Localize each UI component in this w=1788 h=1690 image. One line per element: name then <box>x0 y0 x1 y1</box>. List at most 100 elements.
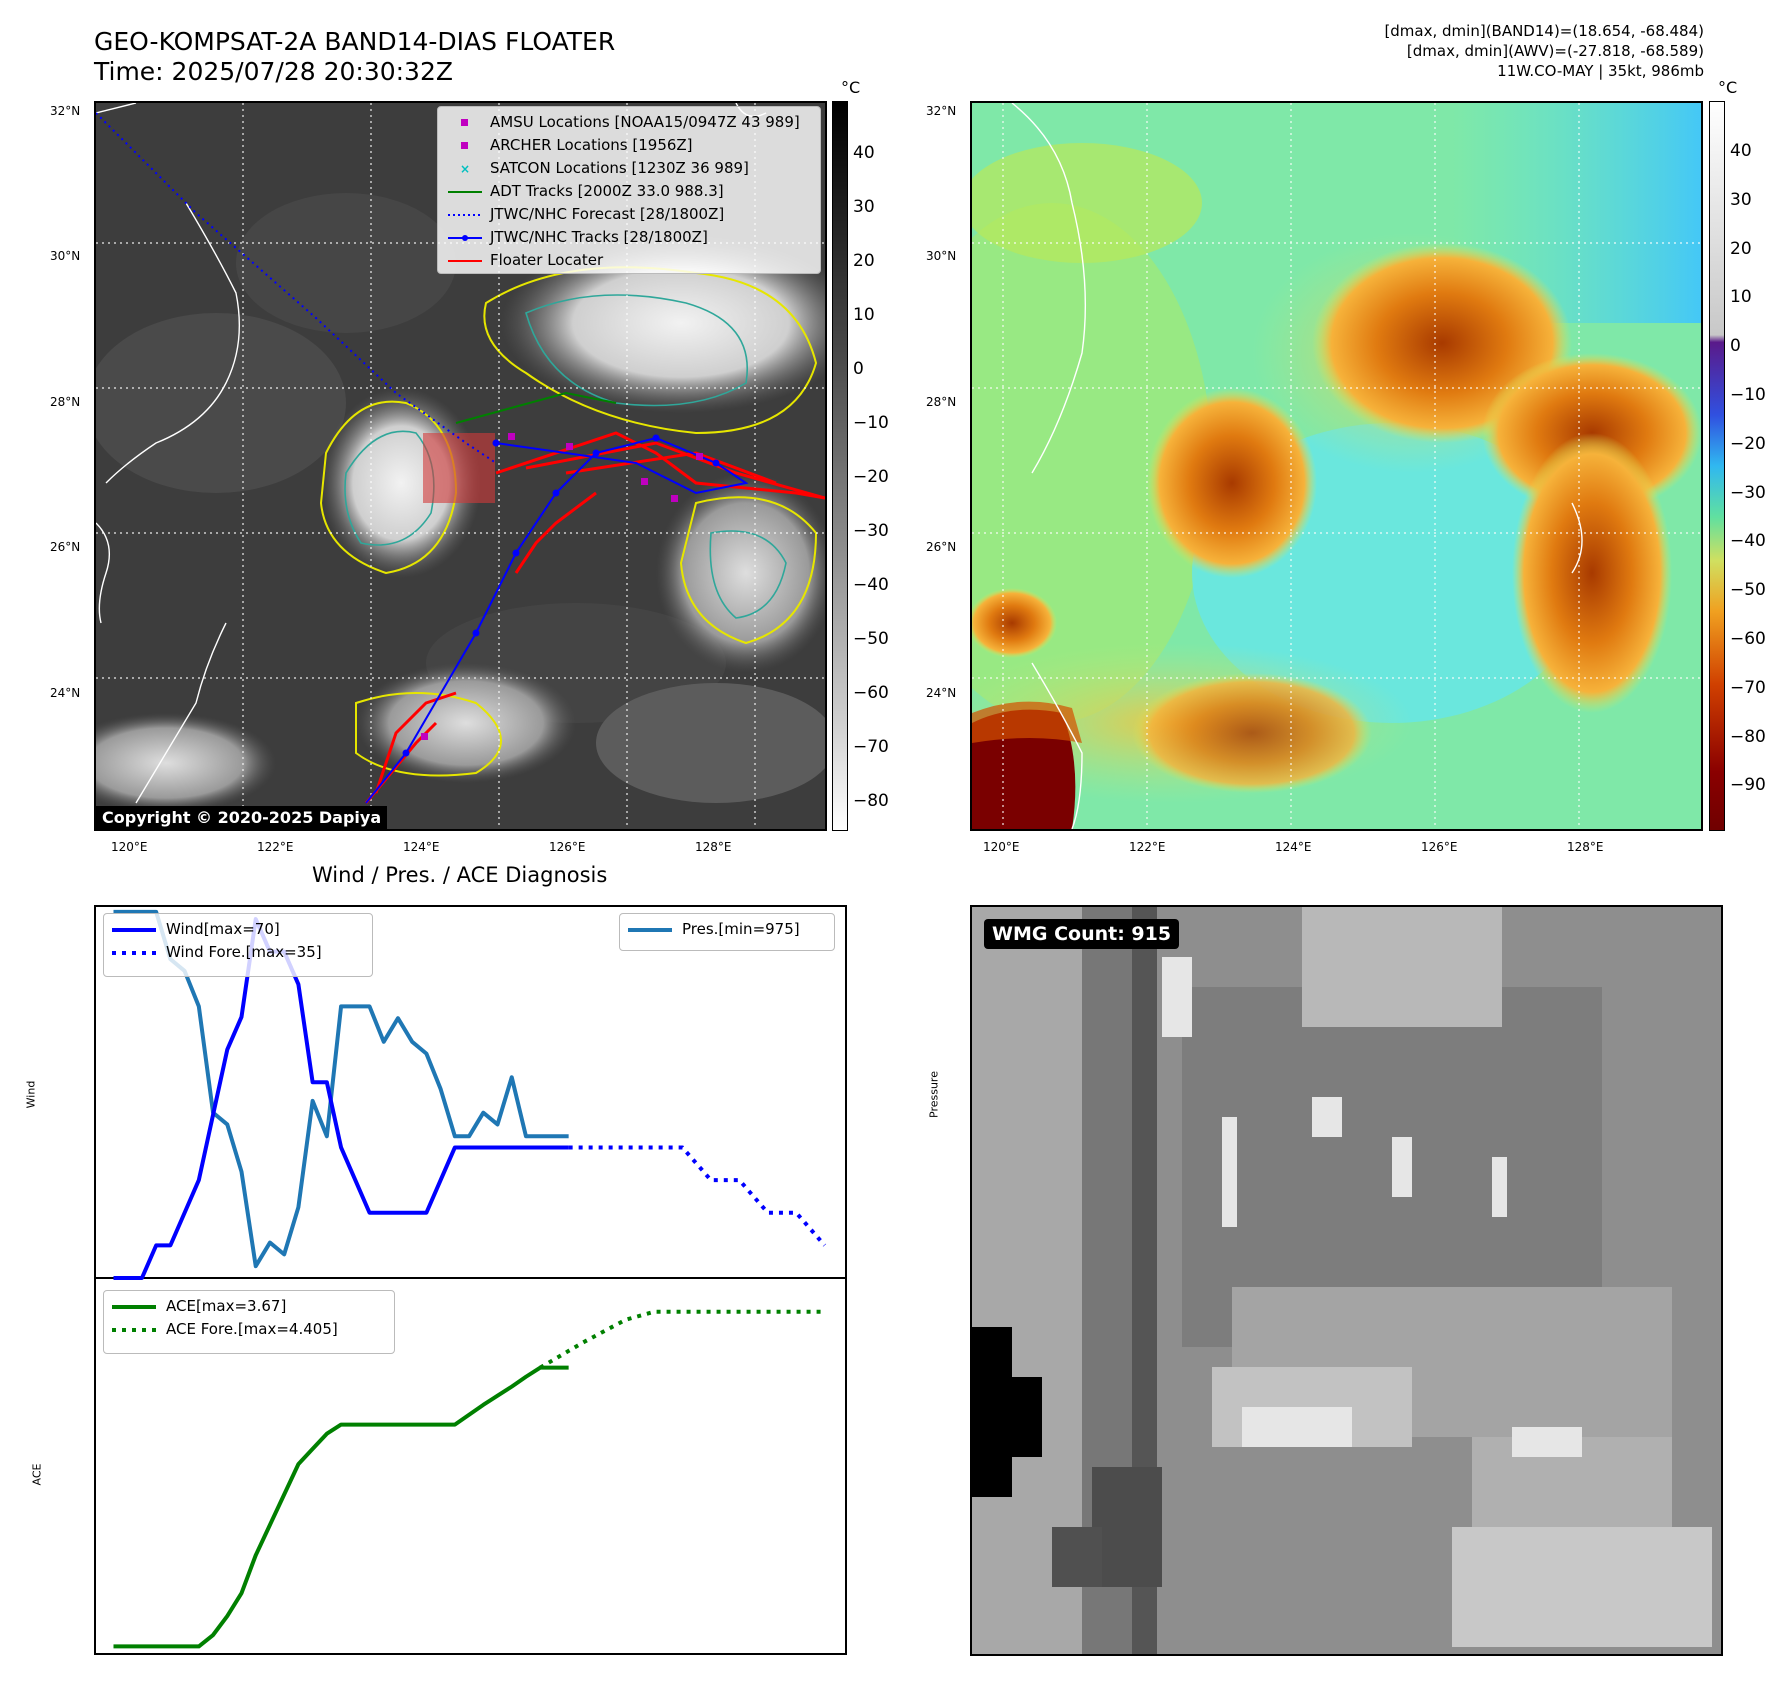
ir-legend-label: JTWC/NHC Tracks [28/1800Z] <box>490 228 708 246</box>
colorbar-tick-label: −30 <box>1730 482 1766 503</box>
lon-label: 124°E <box>1275 840 1312 854</box>
diagnosis-chart: 2030405060709759809859909951000100501234 <box>94 905 847 1655</box>
legend-wind-forecast: Wind Fore.[max=35] <box>110 941 366 964</box>
adt-track <box>455 391 617 424</box>
jtwc-best-track <box>365 436 749 804</box>
colorbar-tick-label: −10 <box>853 413 889 433</box>
colorbar-tick-label: 40 <box>1730 141 1752 161</box>
colorbar-tick-label: 20 <box>1730 238 1752 259</box>
ir-legend-item: × SATCON Locations [1230Z 36 989] <box>446 157 812 180</box>
wind-axis-label: Wind <box>24 1080 38 1109</box>
ace-axes-frame <box>94 1277 847 1655</box>
ir-legend-item: JTWC/NHC Tracks [28/1800Z] <box>446 226 812 249</box>
ir-legend-item: ARCHER Locations [1956Z] <box>446 134 812 157</box>
wind-series-line <box>113 917 569 1280</box>
svg-text:×: × <box>460 162 470 176</box>
colorbar-tick-label: −90 <box>1730 775 1766 796</box>
jtwc-track-points <box>402 434 720 757</box>
colorbar-tick-label: −70 <box>853 737 889 757</box>
wmg-image <box>972 907 1721 1654</box>
lat-label: 28°N <box>926 395 957 409</box>
diagnosis-svg: 2030405060709759809859909951000100501234 <box>94 905 847 1655</box>
colorbar-tick-label: −10 <box>1730 385 1766 405</box>
lon-label: 120°E <box>111 840 148 854</box>
colorbar-tick-label: 30 <box>853 197 875 217</box>
ir-legend-item: JTWC/NHC Forecast [28/1800Z] <box>446 203 812 226</box>
dmax-dmin-band14: [dmax, dmin](BAND14)=(18.654, -68.484) <box>1384 22 1704 40</box>
legend-pressure-label: Pres.[min=975] <box>682 920 800 938</box>
wind-legend: Wind[max=70] Wind Fore.[max=35] <box>103 913 373 977</box>
colorbar-tick-label: −20 <box>853 467 889 487</box>
lon-label: 126°E <box>549 840 586 854</box>
ir-legend-item: AMSU Locations [NOAA15/0947Z 43 989] <box>446 111 812 134</box>
lat-label: 26°N <box>50 540 81 554</box>
ir-legend-label: ARCHER Locations [1956Z] <box>490 136 693 154</box>
ir-colorbar-unit: °C <box>841 78 861 97</box>
ace-axis-label: ACE <box>30 1463 44 1486</box>
lat-label: 30°N <box>926 249 957 263</box>
wmg-count-badge: WMG Count: 915 <box>984 919 1180 949</box>
lat-label: 24°N <box>926 686 957 700</box>
lat-label: 26°N <box>926 540 957 554</box>
jtwc-forecast-track <box>96 112 497 464</box>
amsu-archer-points <box>421 433 703 740</box>
colorbar-tick-label: −20 <box>1730 433 1766 454</box>
colorbar-tick-label: −80 <box>1730 726 1766 747</box>
wmg-panel: WMG Count: 915 <box>970 905 1723 1656</box>
colorbar-tick-label: −50 <box>853 629 889 649</box>
colorbar-tick-label: 10 <box>853 305 875 325</box>
pressure-legend: Pres.[min=975] <box>619 913 835 951</box>
lat-label: 24°N <box>50 686 81 700</box>
ir-colorbar <box>832 101 848 831</box>
lon-label: 124°E <box>403 840 440 854</box>
ir-legend-item: ADT Tracks [2000Z 33.0 988.3] <box>446 180 812 203</box>
ir-legend-symbol <box>448 260 482 262</box>
pressure-series-line <box>113 909 569 1269</box>
colorbar-tick-label: 40 <box>853 143 875 163</box>
ace-legend: ACE[max=3.67] ACE Fore.[max=4.405] <box>103 1290 395 1354</box>
dmax-dmin-awv: [dmax, dmin](AWV)=(-27.818, -68.589) <box>1406 42 1704 60</box>
colorbar-tick-label: −70 <box>1730 677 1766 698</box>
lon-label: 122°E <box>257 840 294 854</box>
legend-ace-label: ACE[max=3.67] <box>166 1297 287 1315</box>
colorbar-tick-label: −40 <box>853 575 889 595</box>
lat-label: 30°N <box>50 249 81 263</box>
figure-title: GEO-KOMPSAT-2A BAND14-DIAS FLOATER <box>94 27 616 56</box>
ir-legend-label: JTWC/NHC Forecast [28/1800Z] <box>490 205 725 223</box>
ir-legend-symbol <box>448 191 482 193</box>
pressure-axis-label: Pressure <box>927 1071 941 1118</box>
ir-legend-label: ADT Tracks [2000Z 33.0 988.3] <box>490 182 724 200</box>
ir-map-panel: AMSU Locations [NOAA15/0947Z 43 989] ARCH… <box>94 101 827 831</box>
ir-legend-symbol: × <box>460 162 470 176</box>
storm-info: 11W.CO-MAY | 35kt, 986mb <box>1497 62 1704 80</box>
legend-wind-forecast-label: Wind Fore.[max=35] <box>166 943 322 961</box>
wind-forecast-series-line <box>568 1145 827 1247</box>
colorbar-tick-label: 30 <box>1730 189 1752 210</box>
ir-legend-label: AMSU Locations [NOAA15/0947Z 43 989] <box>490 113 800 131</box>
ir-legend-item: Floater Locater <box>446 249 812 272</box>
lon-label: 128°E <box>695 840 732 854</box>
legend-ace: ACE[max=3.67] <box>110 1295 388 1318</box>
awv-colorbar <box>1709 101 1725 831</box>
lon-label: 122°E <box>1129 840 1166 854</box>
awv-colorbar-unit: °C <box>1718 78 1738 97</box>
awv-gridlines <box>972 103 1701 829</box>
lat-label: 32°N <box>50 104 81 118</box>
legend-ace-forecast-label: ACE Fore.[max=4.405] <box>166 1320 338 1338</box>
lat-label: 28°N <box>50 395 81 409</box>
legend-wind: Wind[max=70] <box>110 918 366 941</box>
ir-legend-symbol <box>461 142 468 149</box>
lon-label: 120°E <box>983 840 1020 854</box>
ir-legend-label: SATCON Locations [1230Z 36 989] <box>490 159 749 177</box>
floater-locater-box <box>423 433 495 503</box>
ace-forecast-series-line <box>539 1309 825 1370</box>
colorbar-tick-label: −40 <box>1730 531 1766 552</box>
colorbar-tick-label: 0 <box>1730 336 1741 357</box>
colorbar-tick-label: −60 <box>853 683 889 703</box>
colorbar-tick-label: 20 <box>853 251 875 271</box>
ace-series-line <box>113 1365 569 1649</box>
lon-label: 126°E <box>1421 840 1458 854</box>
colorbar-tick-label: −60 <box>1730 629 1766 649</box>
diagnosis-title: Wind / Pres. / ACE Diagnosis <box>312 863 608 887</box>
awv-map-image <box>972 103 1701 829</box>
